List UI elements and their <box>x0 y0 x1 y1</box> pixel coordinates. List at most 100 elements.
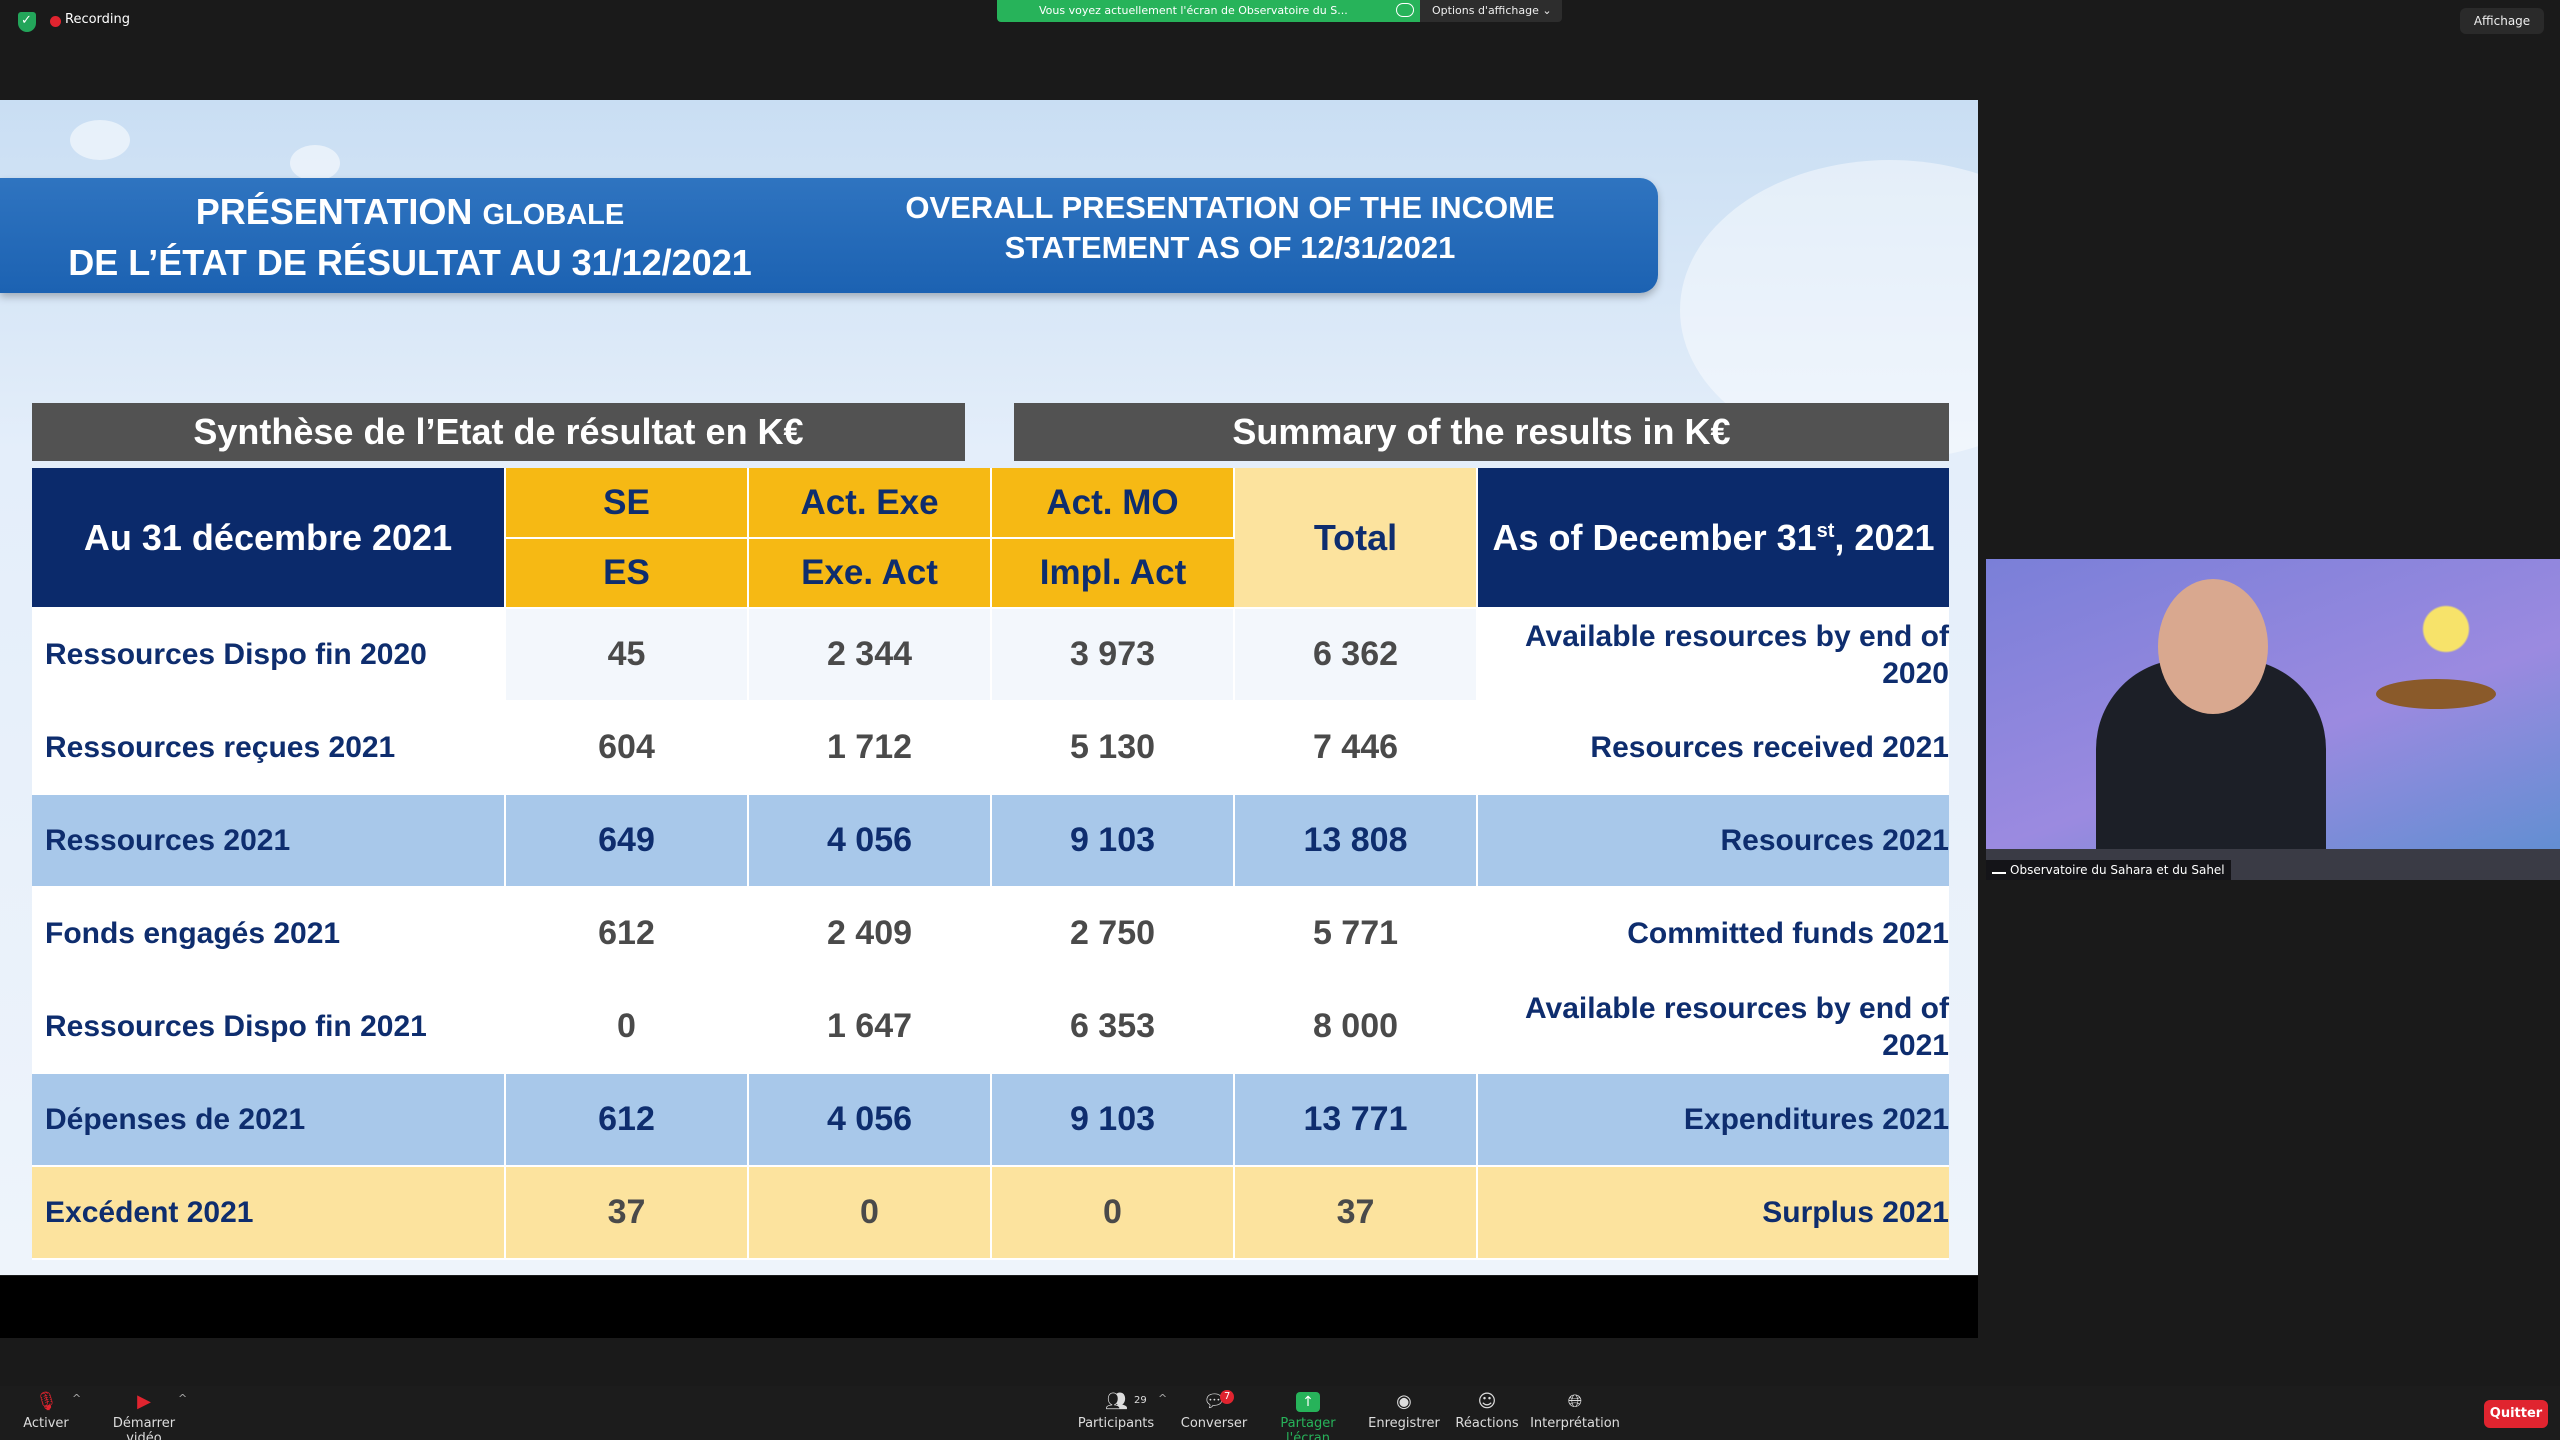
header-act-mo: Act. MO <box>991 468 1235 539</box>
table-row: Ressources 2021 649 4 056 9 103 13 808 R… <box>32 794 1949 888</box>
unmute-label: Activer <box>23 1416 69 1431</box>
cell-se: 612 <box>505 887 749 981</box>
header-impl-act: Impl. Act <box>991 538 1234 609</box>
header-date-en-text: As of December 31 <box>1492 516 1817 558</box>
globe-icon: 🌐︎ <box>1567 1391 1583 1412</box>
cell-exe: 1 712 <box>748 701 992 795</box>
chat-button[interactable]: 💬︎ 7 Converser <box>1180 1390 1248 1431</box>
cell-mo: 3 973 <box>991 608 1235 702</box>
cell-exe: 2 409 <box>748 887 992 981</box>
cell-total: 8 000 <box>1234 980 1478 1074</box>
table-row: Dépenses de 2021 612 4 056 9 103 13 771 … <box>32 1073 1949 1167</box>
reactions-icon: ☺ <box>1477 1391 1497 1412</box>
slide-title-fr: PRÉSENTATION GLOBALE DE L’ÉTAT DE RÉSULT… <box>30 188 790 286</box>
record-button[interactable]: ◉ Enregistrer <box>1368 1391 1440 1432</box>
cell-exe: 0 <box>748 1166 992 1260</box>
cell-se: 37 <box>505 1166 749 1260</box>
background-decoration <box>290 145 340 181</box>
cell-mo: 9 103 <box>991 1073 1235 1167</box>
row-label-fr: Dépenses de 2021 <box>32 1073 506 1167</box>
interpretation-label: Interprétation <box>1530 1416 1620 1431</box>
reactions-button[interactable]: ☺ Réactions <box>1452 1391 1522 1432</box>
view-options-button[interactable]: Options d'affichage ⌄ <box>1420 0 1562 22</box>
leave-meeting-button[interactable]: Quitter <box>2484 1400 2548 1428</box>
header-es: ES <box>505 538 749 609</box>
slide-title-en: OVERALL PRESENTATION OF THE INCOME STATE… <box>880 188 1580 268</box>
cell-mo: 2 750 <box>991 887 1235 981</box>
row-label-fr: Ressources 2021 <box>32 794 506 888</box>
row-label-en: Available resources by end of 2020 <box>1477 608 1949 702</box>
cell-se: 612 <box>505 1073 749 1167</box>
header-date-en-sup: st <box>1816 519 1835 542</box>
cell-se: 45 <box>505 608 749 702</box>
video-options-chevron-icon[interactable]: ^ <box>178 1392 188 1405</box>
table-row: Fonds engagés 2021 612 2 409 2 750 5 771… <box>32 887 1949 981</box>
video-off-icon: ▶︎ <box>137 1391 151 1412</box>
signal-strength-icon <box>1992 864 2006 874</box>
participants-count: 29 <box>1134 1395 1147 1406</box>
share-screen-icon: ↑ <box>1296 1392 1320 1412</box>
start-video-button[interactable]: ▶︎ Démarrer vidéo <box>96 1392 192 1440</box>
cell-mo: 5 130 <box>991 701 1235 795</box>
header-se: SE <box>505 468 749 539</box>
cell-total: 6 362 <box>1234 608 1478 702</box>
participants-icon: 👥︎ <box>1105 1391 1128 1412</box>
share-letterbox-bottom <box>0 1276 1978 1338</box>
chat-label: Converser <box>1180 1416 1248 1431</box>
speaker-head <box>2158 579 2268 714</box>
row-label-en: Resources 2021 <box>1477 794 1949 888</box>
background-decoration <box>70 120 130 160</box>
table-header-row-2: ES Exe. Act Impl. Act <box>32 538 1949 609</box>
participant-name: Observatoire du Sahara et du Sahel <box>2010 863 2225 877</box>
meeting-top-bar: Recording Vous voyez actuellement l'écra… <box>0 0 2560 42</box>
header-act-exe: Act. Exe <box>748 468 992 539</box>
participants-button[interactable]: 👥︎ 29 Participants <box>1076 1391 1156 1432</box>
screen-share-banner: Vous voyez actuellement l'écran de Obser… <box>997 0 1420 22</box>
cell-total: 7 446 <box>1234 701 1478 795</box>
unmute-button[interactable]: 🎙︎ Activer <box>22 1391 70 1432</box>
row-label-fr: Ressources Dispo fin 2020 <box>32 608 506 702</box>
row-label-en: Available resources by end of 2021 <box>1477 980 1949 1074</box>
slide-title-band: PRÉSENTATION GLOBALE DE L’ÉTAT DE RÉSULT… <box>0 178 1658 293</box>
row-label-fr: Fonds engagés 2021 <box>32 887 506 981</box>
title-fr-line2: DE L’ÉTAT DE RÉSULTAT AU 31/12/2021 <box>68 242 752 283</box>
meeting-toolbar: 🎙︎ Activer ^ ▶︎ Démarrer vidéo ^ 👥︎ 29 P… <box>0 1386 2560 1440</box>
cell-se: 604 <box>505 701 749 795</box>
title-fr-word: PRÉSENTATION <box>195 191 473 232</box>
share-screen-label: Partager l'écran <box>1280 1416 1336 1440</box>
cloud-icon <box>1396 3 1414 17</box>
cell-se: 0 <box>505 980 749 1074</box>
chat-badge: 7 <box>1220 1390 1235 1404</box>
table-header-row: Au 31 décembre 2021 SE Act. Exe Act. MO … <box>32 468 1949 609</box>
row-label-en: Resources received 2021 <box>1477 701 1949 795</box>
microphone-muted-icon: 🎙︎ <box>35 1391 58 1412</box>
start-video-label: Démarrer vidéo <box>112 1416 176 1440</box>
cell-mo: 0 <box>991 1166 1235 1260</box>
cell-exe: 4 056 <box>748 794 992 888</box>
row-label-en: Surplus 2021 <box>1477 1166 1949 1260</box>
view-button[interactable]: Affichage <box>2460 8 2544 34</box>
row-label-en: Expenditures 2021 <box>1477 1073 1949 1167</box>
cell-mo: 9 103 <box>991 794 1235 888</box>
cell-total: 13 808 <box>1234 794 1478 888</box>
participants-options-chevron-icon[interactable]: ^ <box>1158 1392 1168 1405</box>
title-fr-word-small: GLOBALE <box>482 199 625 231</box>
security-shield-icon[interactable] <box>18 12 36 32</box>
audio-options-chevron-icon[interactable]: ^ <box>72 1392 82 1405</box>
cell-total: 5 771 <box>1234 887 1478 981</box>
cell-total: 13 771 <box>1234 1073 1478 1167</box>
title-en-line2: STATEMENT AS OF 12/31/2021 <box>1004 230 1456 265</box>
recording-dot-icon <box>50 16 61 27</box>
cell-total: 37 <box>1234 1166 1478 1260</box>
interpretation-button[interactable]: 🌐︎ Interprétation <box>1530 1391 1620 1432</box>
record-icon: ◉ <box>1396 1391 1412 1412</box>
cell-exe: 1 647 <box>748 980 992 1074</box>
cell-mo: 6 353 <box>991 980 1235 1074</box>
share-screen-button[interactable]: ↑ Partager l'écran <box>1258 1392 1358 1440</box>
cell-exe: 4 056 <box>748 1073 992 1167</box>
table-row: Ressources reçues 2021 604 1 712 5 130 7… <box>32 701 1949 795</box>
header-total: Total <box>1234 468 1478 609</box>
participant-video-tile[interactable]: Observatoire du Sahara et du Sahel <box>1986 559 2560 880</box>
table-row: Excédent 2021 37 0 0 37 Surplus 2021 <box>32 1166 1949 1260</box>
row-label-fr: Excédent 2021 <box>32 1166 506 1260</box>
